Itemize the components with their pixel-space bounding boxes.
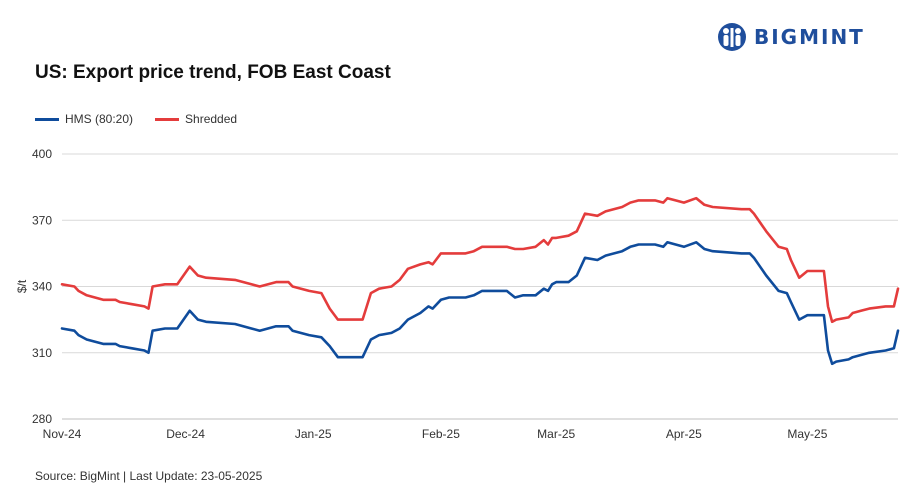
series-lines [60, 196, 900, 366]
legend-swatch-shredded [155, 117, 180, 121]
x-tick-label: Jan-25 [295, 427, 332, 441]
y-tick-label: 280 [32, 412, 52, 426]
line-chart: 280 310 340 370 400 Nov-24 Dec-24 Jan-25 Feb-25… [15, 147, 900, 441]
brand-logo: BIGMINT [716, 22, 865, 52]
y-tick-label: 370 [32, 213, 52, 227]
legend-item-shredded: Shredded [155, 112, 237, 126]
legend-swatch-hms [35, 117, 59, 121]
y-axis-ticks: 280 310 340 370 400 [32, 147, 52, 426]
chart-legend: HMS (80:20) Shredded [35, 112, 259, 126]
globe-people-icon [718, 23, 746, 51]
y-axis-label: $/t [15, 279, 29, 293]
series-line-shredded [60, 196, 900, 324]
y-tick-label: 340 [32, 280, 52, 294]
x-tick-label: Feb-25 [422, 427, 460, 441]
chart-gridlines [62, 153, 898, 420]
x-tick-label: May-25 [787, 427, 827, 441]
series-line-hms-80-20 [60, 241, 900, 366]
legend-label-shredded: Shredded [185, 112, 238, 126]
y-tick-label: 310 [32, 346, 52, 360]
x-tick-label: Mar-25 [537, 427, 575, 441]
legend-item-hms: HMS (80:20) [35, 112, 133, 126]
y-tick-label: 400 [32, 147, 52, 161]
x-tick-label: Apr-25 [666, 427, 702, 441]
chart-title: US: Export price trend, FOB East Coast [35, 62, 391, 83]
source-note: Source: BigMint | Last Update: 23-05-202… [35, 469, 263, 483]
x-tick-label: Dec-24 [166, 427, 205, 441]
brand-name: BIGMINT [754, 25, 865, 49]
legend-label-hms: HMS (80:20) [65, 112, 134, 126]
x-tick-label: Nov-24 [43, 427, 82, 441]
x-axis-ticks: Nov-24 Dec-24 Jan-25 Feb-25 Mar-25 Apr-25 May-… [43, 427, 828, 441]
